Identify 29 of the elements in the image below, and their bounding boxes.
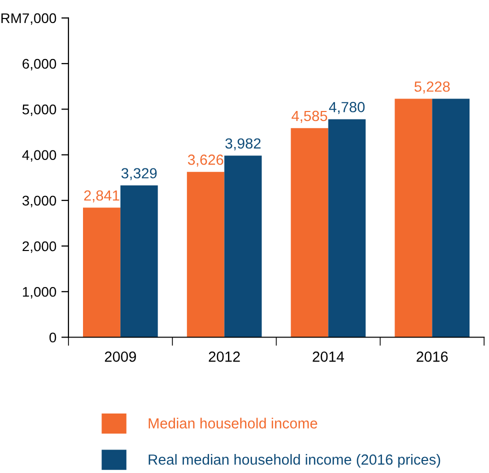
y-tick-label: 0 xyxy=(49,332,56,342)
data-label: 4,780 xyxy=(329,102,365,114)
data-label: 4,585 xyxy=(292,110,328,123)
bar xyxy=(432,98,470,338)
x-tick-label: 2016 xyxy=(416,352,448,362)
y-tick-label: 4,000 xyxy=(22,150,56,162)
x-tick-label: 2009 xyxy=(104,352,136,362)
bar xyxy=(290,128,328,338)
bar xyxy=(328,119,366,338)
legend-label: Real median household income (2016 prices) xyxy=(148,454,440,468)
y-tick-label: 5,000 xyxy=(22,104,56,116)
y-tick-label: 3,000 xyxy=(22,196,56,208)
bar xyxy=(394,98,432,338)
legend-label: Median household income xyxy=(148,418,318,429)
bar xyxy=(120,185,158,338)
data-label: 3,626 xyxy=(188,154,224,167)
bar xyxy=(186,172,224,338)
y-tick-label: 6,000 xyxy=(22,58,56,70)
y-tick-label: 2,000 xyxy=(22,241,56,253)
x-tick-label: 2014 xyxy=(312,352,344,362)
bar xyxy=(83,208,120,338)
x-tick-label: 2012 xyxy=(208,352,240,362)
data-label: 3,329 xyxy=(121,168,157,180)
y-tick-label: 1,000 xyxy=(22,286,56,298)
bar xyxy=(224,156,262,338)
y-tick-label: RM7,000 xyxy=(1,13,56,25)
data-label: 2,841 xyxy=(84,190,120,202)
data-label: 5,228 xyxy=(414,81,450,94)
data-label: 3,982 xyxy=(225,138,261,150)
